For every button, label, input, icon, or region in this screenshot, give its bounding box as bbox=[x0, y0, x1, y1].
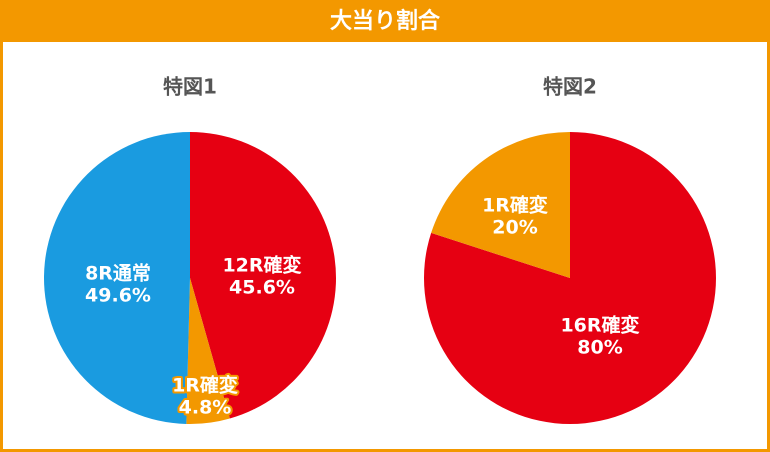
slice-category: 12R確変 bbox=[222, 254, 301, 277]
pie-title: 特図1 bbox=[163, 75, 217, 99]
slice-value-label: 20% bbox=[492, 217, 537, 239]
slice-value-label: 45.6% bbox=[229, 277, 295, 299]
header-title: 大当り割合 bbox=[330, 8, 441, 34]
pie-slice bbox=[44, 132, 190, 424]
slice-category: 8R通常 bbox=[85, 262, 151, 285]
slice-category: 1R確変 bbox=[172, 374, 238, 397]
slice-value-label: 4.8% bbox=[179, 397, 232, 419]
pie-slice bbox=[186, 278, 230, 424]
pie-title: 特図2 bbox=[543, 75, 597, 99]
slice-category: 1R確変 bbox=[482, 194, 548, 217]
header-bar bbox=[0, 0, 770, 42]
slice-value-label: 80% bbox=[577, 337, 622, 359]
pie-slice bbox=[431, 132, 570, 278]
pie-slice bbox=[190, 132, 336, 419]
slice-value-label: 49.6% bbox=[85, 285, 151, 307]
slice-category: 16R確変 bbox=[560, 314, 639, 337]
